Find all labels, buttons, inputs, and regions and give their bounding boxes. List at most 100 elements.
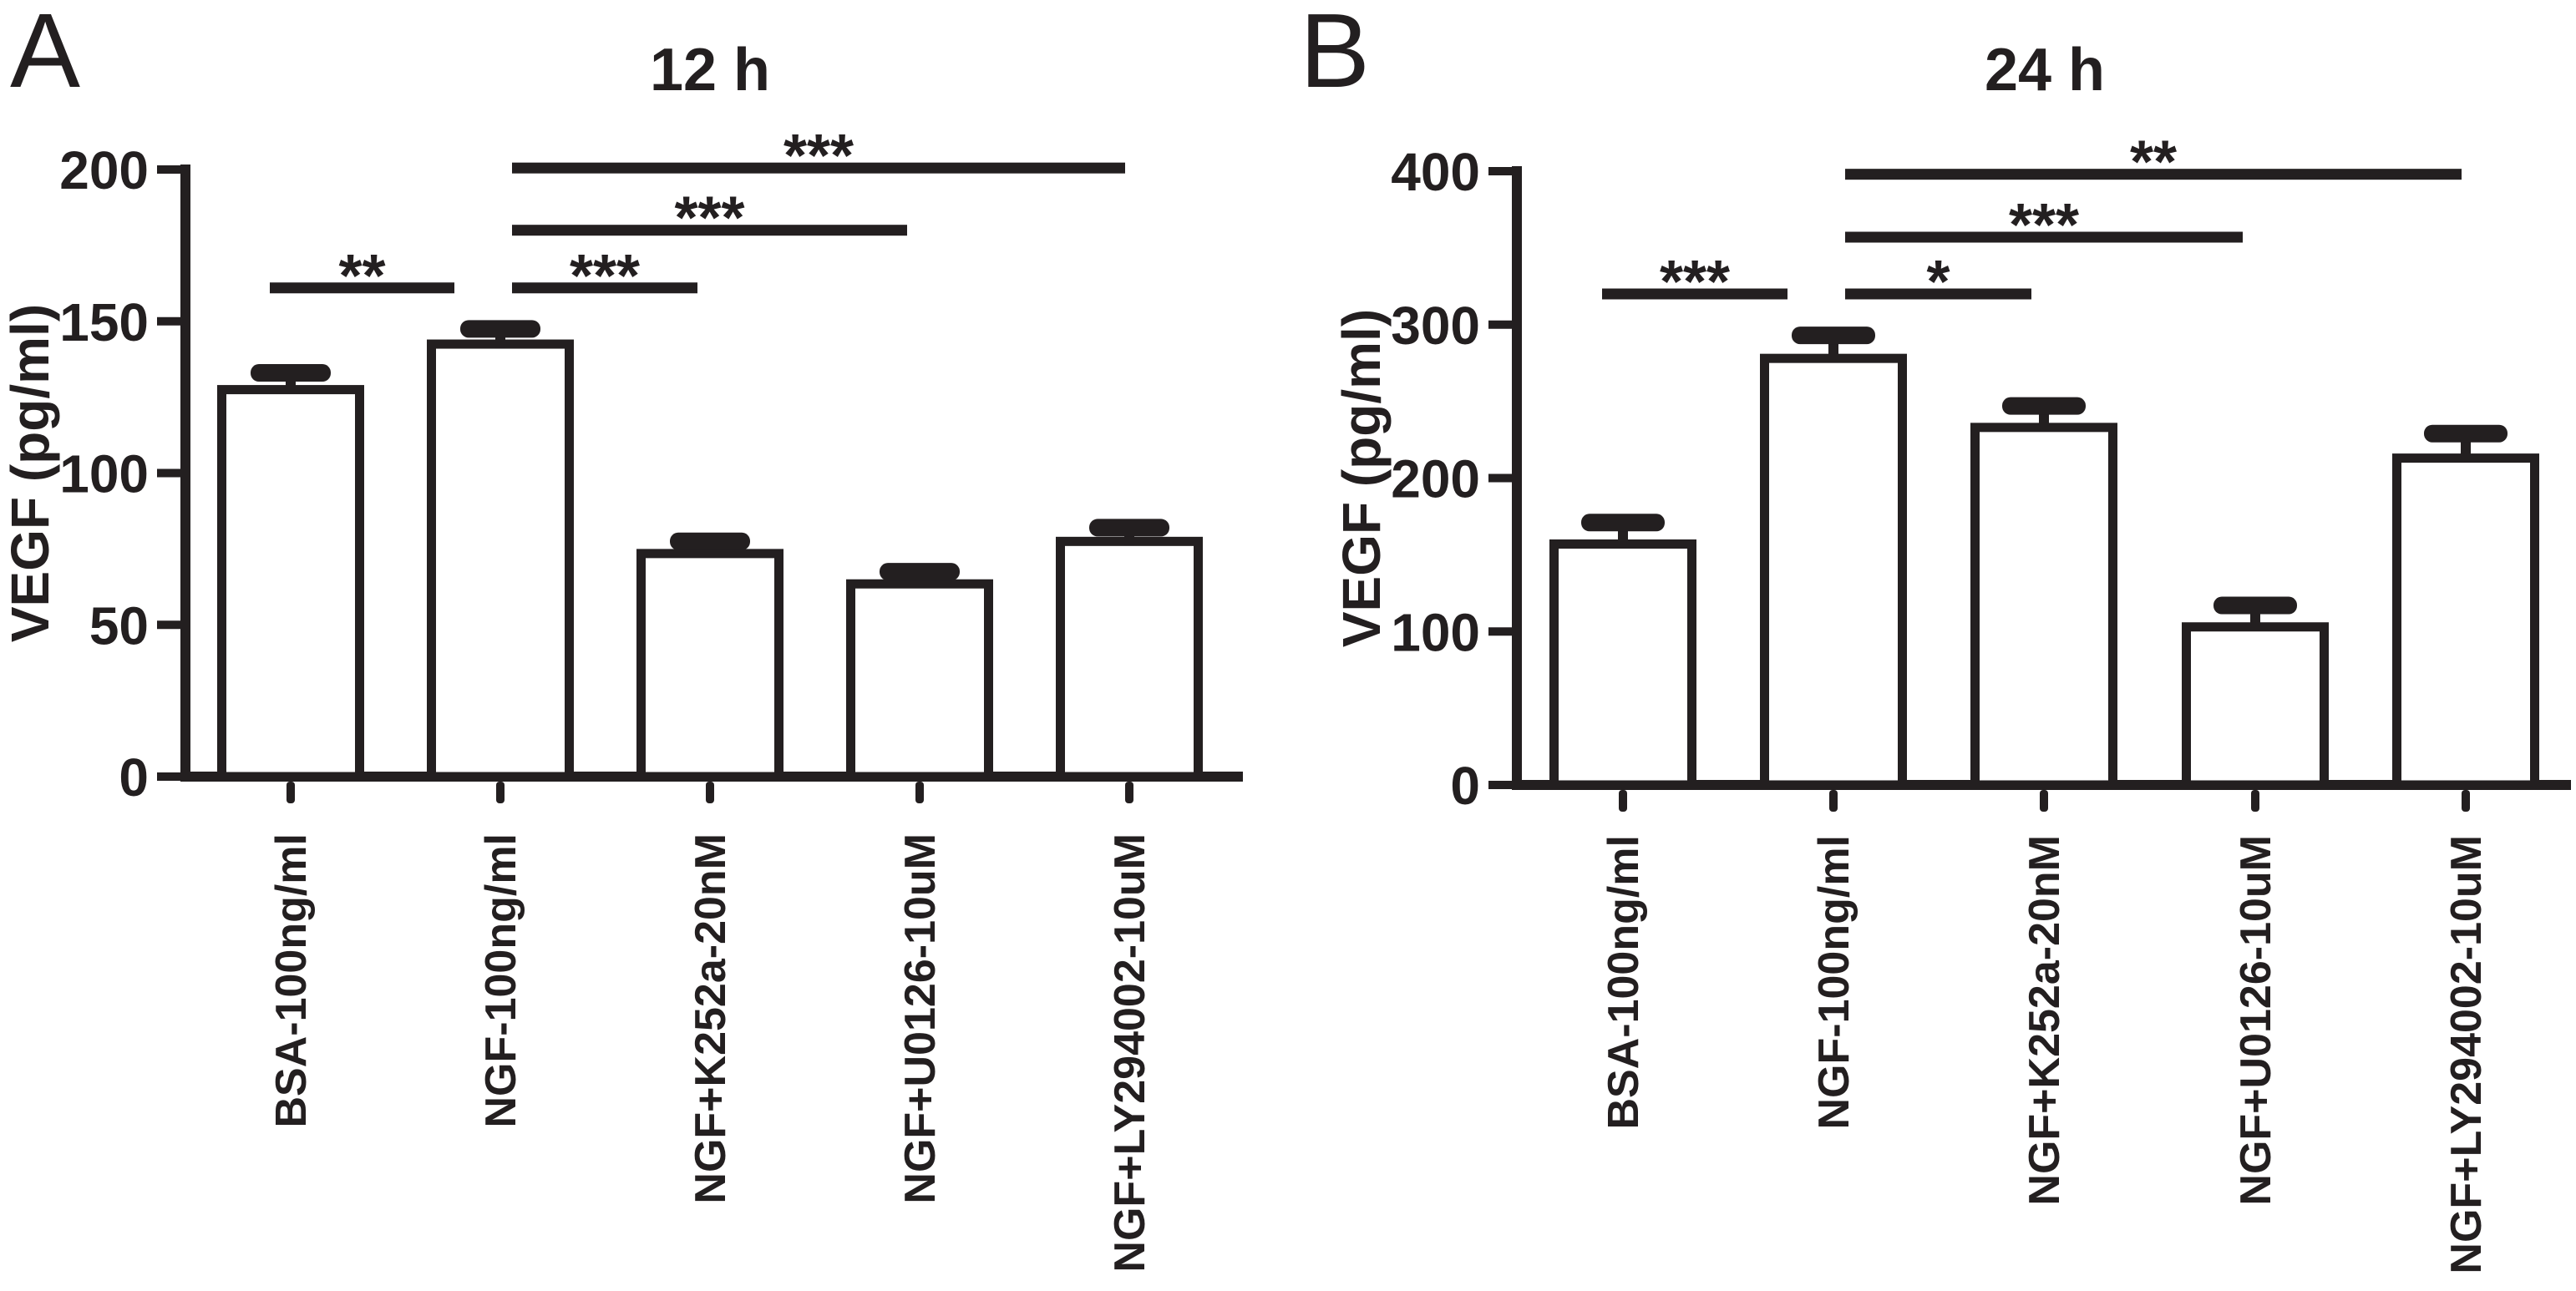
y-tick-label-a-150: 150 <box>59 292 149 352</box>
bar-group-a-ngf-100ng-ml: NGF-100ng/ml <box>427 320 574 1128</box>
error-bar-cap-ngf-100ng-ml <box>1792 327 1875 345</box>
bar-group-a-ngf-u0126-10um: NGF+U0126-10uM <box>846 563 993 1204</box>
x-label-a-ngf-ly294002-10um: NGF+LY294002-10uM <box>1106 833 1154 1273</box>
x-label-b-ngf-ly294002-10um: NGF+LY294002-10uM <box>2442 835 2491 1274</box>
chart-title-b: 24 h <box>1985 37 2105 104</box>
x-tick-a-ngf-100ng-ml <box>496 782 505 803</box>
sig-bracket-a-1: ** <box>270 243 454 310</box>
sig-stars-a-1: ** <box>338 243 385 310</box>
sig-bracket-a-3: *** <box>512 185 907 252</box>
bar-group-b-ngf-u0126-10um: NGF+U0126-10uM <box>2182 596 2329 1206</box>
y-tick-a-200 <box>157 165 180 174</box>
y-tick-b-400 <box>1488 167 1512 175</box>
x-tick-a-ngf-k252a-20nm <box>706 782 714 803</box>
y-tick-b-300 <box>1488 320 1512 329</box>
y-tick-b-200 <box>1488 473 1512 483</box>
y-axis-line-b <box>1512 166 1522 790</box>
bar-ngf-u0126-10um <box>2182 622 2329 790</box>
error-bar-cap-bsa-100ng-ml <box>1581 514 1665 532</box>
bar-group-a-ngf-ly294002-10um: NGF+LY294002-10uM <box>1056 519 1203 1273</box>
sig-stars-a-4: *** <box>783 123 854 190</box>
bar-group-b-ngf-k252a-20nm: NGF+K252a-20nM <box>1970 397 2117 1206</box>
error-bar-cap-ngf-ly294002-10um <box>2424 424 2508 443</box>
sig-stars-a-3: *** <box>674 185 744 252</box>
sig-line-b-3 <box>1845 231 2243 243</box>
bar-ngf-k252a-20nm <box>1970 423 2117 790</box>
bar-group-a-ngf-k252a-20nm: NGF+K252a-20nM <box>636 532 783 1204</box>
bar-ngf-100ng-ml <box>1760 353 1907 790</box>
y-tick-a-0 <box>157 772 180 781</box>
x-label-b-bsa-100ng-ml: BSA-100ng/ml <box>1600 835 1648 1130</box>
y-tick-a-100 <box>157 468 180 478</box>
bar-ngf-ly294002-10um <box>1056 536 1203 782</box>
x-tick-a-ngf-u0126-10um <box>915 782 924 803</box>
x-tick-b-ngf-100ng-ml <box>1829 790 1838 812</box>
sig-bracket-b-1: *** <box>1602 249 1787 316</box>
sig-line-a-1 <box>270 282 454 294</box>
x-label-b-ngf-k252a-20nm: NGF+K252a-20nM <box>2021 835 2069 1206</box>
error-bar-cap-ngf-k252a-20nm <box>670 532 750 550</box>
error-bar-cap-ngf-u0126-10um <box>2213 596 2297 615</box>
y-tick-label-b-300: 300 <box>1391 296 1480 356</box>
sig-line-a-3 <box>512 225 907 236</box>
x-tick-b-ngf-ly294002-10um <box>2462 790 2470 812</box>
y-tick-label-a-100: 100 <box>59 444 149 504</box>
x-label-b-ngf-u0126-10um: NGF+U0126-10uM <box>2232 835 2280 1206</box>
chart-title-a: 12 h <box>650 37 770 104</box>
error-bar-cap-bsa-100ng-ml <box>251 364 331 382</box>
y-tick-a-50 <box>157 620 180 630</box>
x-label-a-ngf-100ng-ml: NGF-100ng/ml <box>477 833 525 1128</box>
error-bar-cap-ngf-u0126-10um <box>880 563 960 581</box>
error-bar-cap-ngf-k252a-20nm <box>2002 397 2086 415</box>
sig-bracket-b-3: *** <box>1845 192 2243 259</box>
panel-letter-a: A <box>10 0 80 109</box>
bar-group-b-ngf-100ng-ml: NGF-100ng/ml <box>1760 327 1907 1130</box>
sig-line-a-2 <box>512 282 697 294</box>
sig-stars-b-3: *** <box>2009 192 2079 259</box>
bar-bsa-100ng-ml <box>217 385 364 782</box>
y-axis-title-b: VEGF (pg/ml) <box>1331 309 1392 647</box>
bar-ngf-u0126-10um <box>846 579 993 782</box>
x-label-a-bsa-100ng-ml: BSA-100ng/ml <box>267 833 316 1128</box>
y-tick-label-a-200: 200 <box>59 140 149 200</box>
sig-stars-b-1: *** <box>1660 249 1730 316</box>
sig-bracket-b-2: * <box>1845 249 2031 316</box>
panel-a: A 12 h 0 50 100 150 200 VEGF (pg/ml) BSA-100ng/m… <box>0 0 1243 1273</box>
x-tick-b-ngf-u0126-10um <box>2251 790 2259 812</box>
bar-ngf-k252a-20nm <box>636 549 783 782</box>
y-tick-label-b-200: 200 <box>1391 449 1480 509</box>
error-bar-cap-ngf-100ng-ml <box>460 320 540 338</box>
sig-stars-b-2: * <box>1926 249 1950 316</box>
x-tick-a-bsa-100ng-ml <box>287 782 295 803</box>
bar-ngf-ly294002-10um <box>2392 453 2539 790</box>
y-tick-b-0 <box>1488 781 1512 789</box>
x-tick-b-bsa-100ng-ml <box>1619 790 1627 812</box>
x-tick-b-ngf-k252a-20nm <box>2040 790 2048 812</box>
x-label-a-ngf-u0126-10um: NGF+U0126-10uM <box>896 833 945 1204</box>
y-tick-label-b-100: 100 <box>1391 602 1480 662</box>
bar-group-b-ngf-ly294002-10um: NGF+LY294002-10uM <box>2392 424 2539 1274</box>
sig-bracket-b-4: ** <box>1845 129 2462 196</box>
y-tick-b-100 <box>1488 627 1512 636</box>
y-tick-label-b-400: 400 <box>1391 142 1480 202</box>
sig-line-b-1 <box>1602 288 1787 300</box>
x-tick-a-ngf-ly294002-10um <box>1125 782 1133 803</box>
sig-bracket-a-4: *** <box>512 123 1125 190</box>
bar-ngf-100ng-ml <box>427 339 574 782</box>
y-tick-label-b-0: 0 <box>1450 756 1480 816</box>
y-tick-a-150 <box>157 316 180 326</box>
x-label-b-ngf-100ng-ml: NGF-100ng/ml <box>1810 835 1858 1130</box>
sig-line-b-4 <box>1845 169 2462 180</box>
sig-line-a-4 <box>512 162 1125 174</box>
bar-group-a-bsa-100ng-ml: BSA-100ng/ml <box>217 364 364 1128</box>
panel-letter-b: B <box>1300 0 1370 109</box>
bar-group-b-bsa-100ng-ml: BSA-100ng/ml <box>1549 514 1696 1130</box>
sig-line-b-2 <box>1845 288 2031 300</box>
panel-b: B 24 h 0 100 200 300 400 VEGF (pg/ml) BSA-100ng/… <box>1300 0 2571 1274</box>
y-tick-label-a-50: 50 <box>89 595 149 656</box>
sig-stars-a-2: *** <box>570 243 640 310</box>
sig-bracket-a-2: *** <box>512 243 697 310</box>
bar-bsa-100ng-ml <box>1549 539 1696 790</box>
